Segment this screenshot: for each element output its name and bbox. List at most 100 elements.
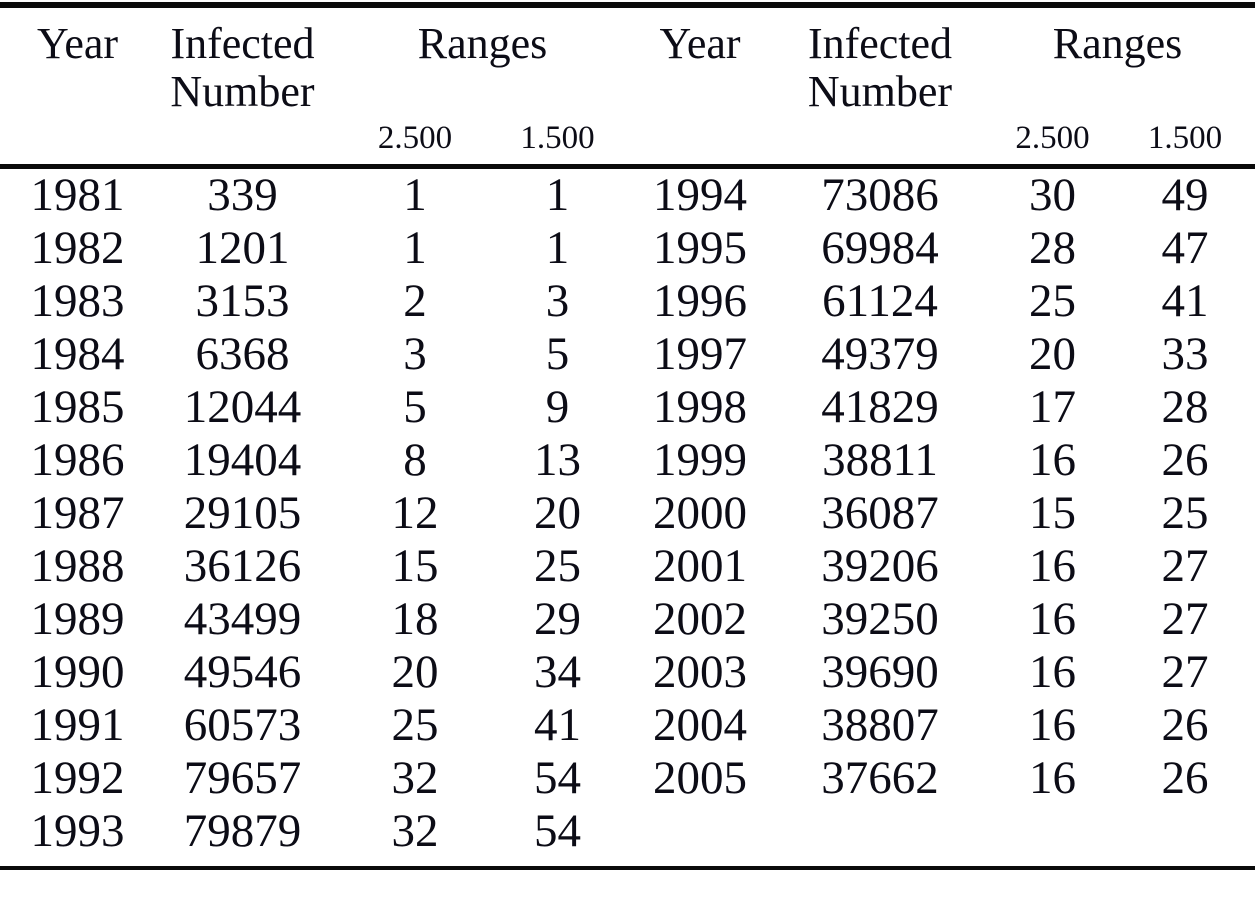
table-cell: 1998 bbox=[653, 381, 747, 433]
table-cell: 33 bbox=[1161, 328, 1209, 380]
table-cell: 38807 bbox=[821, 699, 939, 751]
table-cell: 49379 bbox=[821, 328, 939, 380]
table-cell: 3 bbox=[403, 328, 427, 380]
table-cell: 1 bbox=[403, 169, 427, 221]
table-cell: 5 bbox=[545, 328, 570, 380]
table-cell: 16 bbox=[1029, 593, 1076, 645]
table-cell: 1997 bbox=[653, 328, 747, 380]
table-cell: 2000 bbox=[653, 487, 747, 539]
table-cell: 9 bbox=[545, 381, 570, 433]
table-cell bbox=[985, 805, 1120, 858]
table-cell: 12 bbox=[391, 487, 439, 539]
table-cell: 18 bbox=[391, 593, 439, 645]
header-ranges-right: Ranges bbox=[1052, 19, 1183, 68]
table-cell: 30 bbox=[1029, 169, 1076, 221]
table-cell: 49546 bbox=[183, 646, 302, 698]
table-cell: 2004 bbox=[653, 699, 747, 751]
subheader-empty bbox=[625, 158, 775, 164]
table-cell: 12044 bbox=[183, 381, 302, 433]
table-cell: 1982 bbox=[30, 222, 125, 274]
table-cell: 28 bbox=[1029, 222, 1076, 274]
table-cell: 49 bbox=[1161, 169, 1209, 221]
table-cell: 47 bbox=[1161, 222, 1209, 274]
table-cell: 26 bbox=[1161, 434, 1209, 486]
table-cell: 339 bbox=[207, 169, 278, 221]
table-cell: 29 bbox=[534, 593, 581, 645]
table-header-row: Year Infected Number Ranges Year Infecte… bbox=[0, 8, 1255, 116]
table-cell: 39690 bbox=[821, 646, 939, 698]
table-cell: 15 bbox=[1029, 487, 1076, 539]
header-infected-number-right: Infected Number bbox=[807, 19, 953, 116]
table-cell: 73086 bbox=[821, 169, 939, 221]
table-cell: 1996 bbox=[653, 275, 747, 327]
table-cell: 1987 bbox=[30, 487, 125, 539]
subheader-range-1500-left: 1.500 bbox=[520, 120, 595, 156]
table-cell: 39250 bbox=[821, 593, 939, 645]
table-cell: 8 bbox=[403, 434, 427, 486]
table-cell: 3153 bbox=[195, 275, 290, 327]
table-cell: 41 bbox=[1161, 275, 1209, 327]
table-cell: 43499 bbox=[183, 593, 302, 645]
table-cell: 37662 bbox=[821, 752, 939, 804]
table-cell: 32 bbox=[391, 805, 439, 857]
table-cell: 41 bbox=[534, 699, 581, 751]
table-cell: 6368 bbox=[195, 328, 290, 380]
table-cell: 1999 bbox=[653, 434, 747, 486]
table-cell: 2 bbox=[403, 275, 427, 327]
table-cell: 28 bbox=[1161, 381, 1209, 433]
subheader-empty bbox=[775, 158, 985, 164]
table-cell: 27 bbox=[1161, 540, 1209, 592]
table-cell: 1986 bbox=[30, 434, 125, 486]
table-cell bbox=[1120, 805, 1250, 858]
table-cell: 39206 bbox=[821, 540, 939, 592]
table-cell: 1201 bbox=[195, 222, 290, 274]
table-cell: 1994 bbox=[653, 169, 747, 221]
table-cell: 54 bbox=[534, 752, 581, 804]
table-cell: 32 bbox=[391, 752, 439, 804]
table-cell: 16 bbox=[1029, 434, 1076, 486]
table-cell: 20 bbox=[391, 646, 439, 698]
subheader-range-2500-right: 2.500 bbox=[1015, 120, 1090, 156]
table-cell: 1993 bbox=[30, 805, 125, 857]
table-cell: 13 bbox=[534, 434, 581, 486]
table-cell: 1995 bbox=[653, 222, 747, 274]
table-cell: 2005 bbox=[653, 752, 747, 804]
table-cell: 16 bbox=[1029, 752, 1076, 804]
table-cell: 60573 bbox=[183, 699, 302, 751]
table-cell: 25 bbox=[1029, 275, 1076, 327]
subheader-empty bbox=[145, 158, 340, 164]
table-cell: 1981 bbox=[30, 169, 125, 221]
table-cell: 1991 bbox=[30, 699, 125, 751]
table-cell: 29105 bbox=[183, 487, 302, 539]
table-cell: 17 bbox=[1029, 381, 1076, 433]
table-cell: 16 bbox=[1029, 540, 1076, 592]
table-cell: 1 bbox=[545, 169, 570, 221]
table-cell: 25 bbox=[534, 540, 581, 592]
table-header-separator-rule bbox=[0, 164, 1255, 169]
table-cell: 1992 bbox=[30, 752, 125, 804]
table-cell: 69984 bbox=[821, 222, 939, 274]
table-cell: 41829 bbox=[821, 381, 939, 433]
table-cell bbox=[775, 805, 985, 858]
table-cell: 34 bbox=[534, 646, 581, 698]
header-infected-number-left: Infected Number bbox=[170, 19, 315, 116]
table-bottom-rule bbox=[0, 866, 1255, 870]
table-cell: 2003 bbox=[653, 646, 747, 698]
table-cell: 2001 bbox=[653, 540, 747, 592]
header-year-left: Year bbox=[36, 19, 119, 68]
table-cell: 20 bbox=[534, 487, 581, 539]
table-cell: 25 bbox=[1161, 487, 1209, 539]
table-cell: 15 bbox=[391, 540, 439, 592]
table-cell: 27 bbox=[1161, 593, 1209, 645]
header-year-right: Year bbox=[659, 19, 741, 68]
table-cell: 2002 bbox=[653, 593, 747, 645]
table-cell: 61124 bbox=[822, 275, 938, 327]
table-cell bbox=[625, 805, 775, 858]
table-cell: 3 bbox=[545, 275, 570, 327]
table-cell: 79657 bbox=[183, 752, 302, 804]
subheader-empty bbox=[10, 158, 145, 164]
table-cell: 38811 bbox=[822, 434, 938, 486]
table-cell: 1989 bbox=[30, 593, 125, 645]
table-cell: 1 bbox=[545, 222, 570, 274]
